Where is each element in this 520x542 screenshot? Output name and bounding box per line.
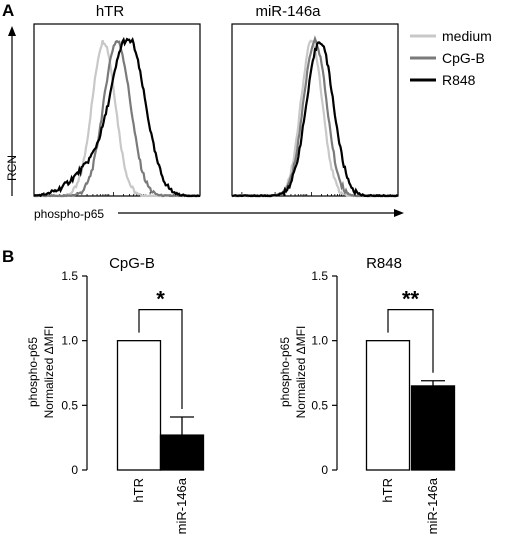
bar-title-r848: R848 [366,255,402,272]
bar-ytick-label-cpg-b: 0.5 [61,398,78,412]
hist-curve-r848 [231,41,399,198]
hist-curves [33,35,399,198]
bar-cpg-b-mir-146a [159,434,205,471]
hist-frame-htr [33,23,201,197]
rcn-label: RCN [5,155,19,181]
bar-ytick-label-cpg-b: 1.5 [61,269,78,283]
bar-ytick-label-r848: 0.5 [311,398,328,412]
category-label-cpg-b: hTR [131,478,146,503]
bar-r848-mir-146a [410,385,456,471]
bar-ytick-label-cpg-b: 0 [71,463,78,477]
legend: medium CpG-B R848 [410,28,492,88]
bar-ylabel-line2-r848: Normalized ΔMFI [294,326,308,419]
bar-ytick-label-r848: 1.0 [311,334,328,348]
bar-ylabel-line1-r848: phospho-p65 [278,337,292,407]
bar-ytick-label-cpg-b: 1.0 [61,334,78,348]
significance-bracket-cpg-b [138,309,183,409]
legend-medium: medium [442,28,492,44]
significance-bracket-r848 [387,309,434,373]
bar-title-cpg: CpG-B [109,255,155,272]
bar-cpg-b-htr [116,340,162,471]
significance-stars-cpg-b: * [156,287,165,312]
panel-label-a: A [2,1,14,20]
hist-curve-medium [231,39,398,198]
legend-cpg: CpG-B [442,50,485,66]
rcn-arrowhead [8,26,16,36]
category-label-r848: miR-146a [425,477,440,534]
hist-curve-r848 [33,36,201,198]
bar-ytick-label-r848: 0 [321,463,328,477]
bar-ylabel-line1-cpg: phospho-p65 [26,337,40,407]
category-label-cpg-b: miR-146a [174,477,189,534]
hist-curve-cpg-b [33,39,201,198]
category-label-r848: hTR [380,478,395,503]
significance-stars-r848: ** [402,287,420,312]
panel-label-b: B [2,247,14,266]
bar-ylabel-line2-cpg: Normalized ΔMFI [42,326,56,419]
hist-axis-ticks [43,192,381,196]
hist-frame-mir [231,23,399,197]
bar-ytick-label-r848: 1.5 [311,269,328,283]
flow-x-arrowhead [394,209,404,217]
hist-curve-cpg-b [232,35,399,198]
hist-title-mir: miR-146a [255,3,321,20]
flow-xlabel: phospho-p65 [34,207,104,221]
bar-charts: 0 0.5 1.0 1.5 hTR miR-146a * 0 0.5 1.0 1.5 hTR miR-1… [61,269,456,534]
legend-r848: R848 [442,72,476,88]
hist-title-htr: hTR [96,3,125,20]
bar-r848-htr [365,340,411,471]
